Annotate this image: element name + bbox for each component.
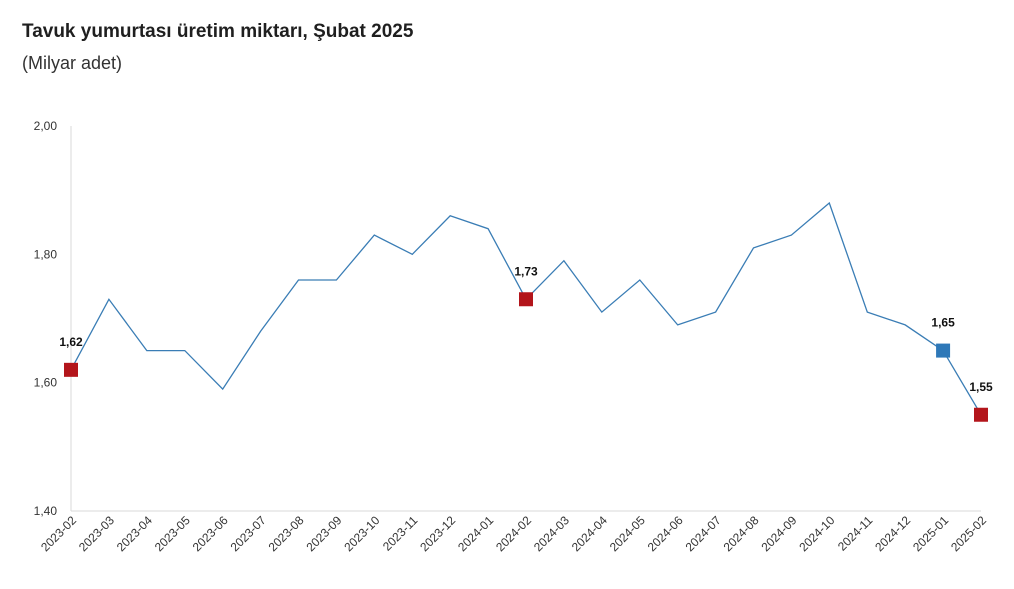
x-tick-label: 2024-10: [796, 513, 837, 554]
y-tick-label: 1,40: [34, 504, 58, 518]
chart-subtitle: (Milyar adet): [22, 53, 123, 73]
y-tick-label: 2,00: [34, 119, 58, 133]
x-tick-label: 2024-07: [683, 513, 724, 554]
x-tick-label: 2023-09: [303, 513, 344, 554]
x-tick-label: 2025-02: [948, 513, 989, 554]
x-tick-label: 2023-02: [38, 513, 79, 554]
x-tick-label: 2023-07: [228, 513, 269, 554]
x-tick-label: 2025-01: [910, 513, 951, 554]
x-tick-label: 2024-09: [758, 513, 799, 554]
x-tick-label: 2023-11: [380, 513, 421, 554]
data-point-marker: [519, 292, 533, 307]
data-label: 1,62: [59, 335, 83, 349]
x-tick-label: 2023-04: [114, 513, 155, 554]
x-tick-label: 2024-06: [645, 513, 686, 554]
y-tick-label: 1,60: [34, 376, 58, 390]
x-tick-label: 2024-11: [835, 513, 876, 554]
x-tick-label: 2024-03: [531, 513, 572, 554]
data-point-marker: [974, 407, 988, 422]
data-label: 1,55: [969, 380, 993, 394]
x-tick-label: 2023-10: [341, 513, 382, 554]
chart-title: Tavuk yumurtası üretim miktarı, Şubat 20…: [22, 21, 414, 42]
series-line: [70, 201, 982, 416]
x-tick-label: 2024-05: [607, 513, 648, 554]
data-point-marker: [936, 343, 951, 358]
x-tick-label: 2023-03: [76, 513, 117, 554]
data-point-marker: [64, 362, 78, 377]
x-tick-label: 2023-06: [190, 513, 231, 554]
x-tick-label: 2024-04: [569, 513, 610, 554]
x-tick-label: 2023-08: [266, 513, 307, 554]
y-tick-label: 1,80: [34, 247, 58, 261]
x-tick-label: 2024-02: [493, 513, 534, 554]
x-tick-label: 2024-01: [455, 513, 496, 554]
x-tick-label: 2024-12: [872, 513, 913, 554]
x-tick-label: 2023-12: [417, 513, 458, 554]
data-label: 1,73: [514, 264, 538, 278]
x-tick-label: 2024-08: [721, 513, 762, 554]
x-tick-label: 2023-05: [152, 513, 193, 554]
data-label: 1,65: [931, 316, 955, 330]
